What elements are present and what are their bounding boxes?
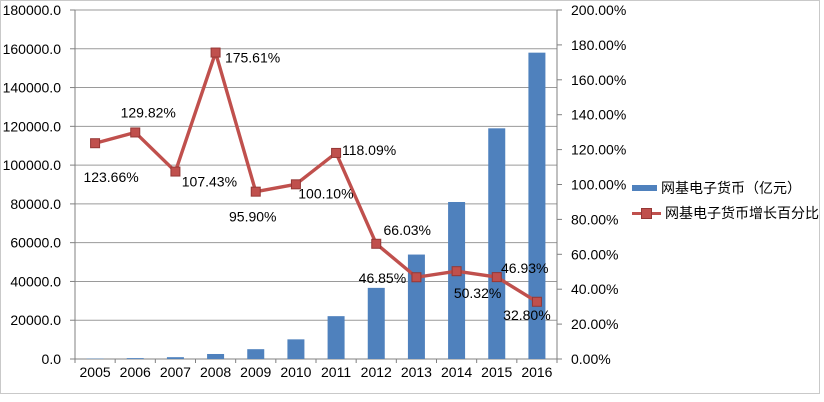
- legend-item-line-series: 网基电子货币增长百分比: [632, 202, 819, 224]
- bar-series-swatch-icon: [632, 185, 657, 191]
- line-marker: [210, 47, 221, 58]
- legend-label-line-series: 网基电子货币增长百分比: [665, 205, 819, 221]
- x-axis-category-label: 2013: [401, 364, 432, 380]
- y-axis-right-tick-label: 140.00%: [571, 107, 626, 123]
- y-axis-left-tick-label: 80000.0: [10, 196, 61, 212]
- line-marker: [491, 272, 502, 283]
- data-label: 46.85%: [359, 270, 406, 286]
- line-swatch-marker: [641, 207, 652, 219]
- line-marker: [451, 266, 462, 277]
- line-series: [94, 50, 538, 304]
- y-axis-left-tick-label: 40000.0: [10, 273, 61, 289]
- bar: [327, 316, 345, 359]
- y-axis-left-tick-label: 160000.0: [3, 41, 62, 57]
- y-axis-right-tick-label: 120.00%: [571, 142, 626, 158]
- data-label: 32.80%: [503, 307, 550, 323]
- bar: [367, 287, 385, 359]
- x-axis-category-label: 2007: [160, 364, 191, 380]
- line-marker: [371, 238, 382, 249]
- y-axis-left-tick-label: 20000.0: [10, 312, 61, 328]
- y-axis-left-tick-label: 0.0: [42, 351, 62, 367]
- line-marker-swatch-icon: [632, 207, 661, 219]
- line-marker: [411, 272, 422, 283]
- bar: [488, 128, 506, 359]
- x-axis-category-label: 2012: [361, 364, 392, 380]
- line-marker: [250, 186, 261, 197]
- y-axis-right-tick-label: 40.00%: [571, 281, 618, 297]
- data-label: 50.32%: [454, 285, 501, 301]
- y-axis-right-tick-label: 0.00%: [571, 351, 611, 367]
- y-axis-right-tick-label: 60.00%: [571, 246, 618, 262]
- data-label: 175.61%: [225, 50, 280, 66]
- data-label: 66.03%: [384, 222, 431, 238]
- bar: [448, 201, 466, 359]
- bar: [528, 52, 546, 360]
- y-axis-right-tick-label: 20.00%: [571, 316, 618, 332]
- y-axis-left-tick-label: 140000.0: [3, 80, 62, 96]
- chart-legend: 网基电子货币（亿元） 网基电子货币增长百分比: [632, 177, 819, 224]
- x-axis-category-label: 2011: [321, 364, 351, 380]
- x-axis-category-label: 2010: [280, 364, 311, 380]
- line-marker: [170, 166, 181, 177]
- y-axis-left-tick-label: 60000.0: [10, 235, 61, 251]
- data-label: 123.66%: [83, 169, 138, 185]
- y-axis-right-tick-label: 180.00%: [571, 37, 626, 53]
- x-axis-category-label: 2008: [200, 364, 231, 380]
- line-marker: [130, 127, 141, 138]
- x-axis-category-label: 2015: [481, 364, 512, 380]
- x-axis-category-label: 2014: [441, 364, 472, 380]
- y-axis-left-tick-label: 100000.0: [3, 157, 62, 173]
- bar: [126, 358, 144, 359]
- x-axis-category-label: 2006: [120, 364, 151, 380]
- bar: [247, 349, 265, 359]
- x-axis-category-label: 2016: [521, 364, 552, 380]
- x-axis-category-label: 2009: [240, 364, 271, 380]
- y-axis-right-tick-label: 100.00%: [571, 177, 626, 193]
- bar: [287, 339, 305, 359]
- y-axis-left-tick-label: 120000.0: [3, 118, 62, 134]
- data-label: 46.93%: [501, 260, 548, 276]
- bar: [207, 353, 225, 359]
- data-label: 100.10%: [298, 185, 353, 201]
- data-label: 107.43%: [182, 174, 237, 190]
- legend-item-bar-series: 网基电子货币（亿元）: [632, 177, 819, 199]
- line-marker: [90, 138, 101, 149]
- line-marker: [331, 147, 342, 158]
- y-axis-left-tick-label: 180000.0: [3, 2, 62, 18]
- data-label: 118.09%: [342, 142, 396, 158]
- line-marker: [531, 296, 542, 307]
- y-axis-right-tick-label: 160.00%: [571, 72, 626, 88]
- x-axis-category-label: 2005: [80, 364, 111, 380]
- data-label: 95.90%: [229, 209, 276, 225]
- line-marker: [290, 179, 301, 190]
- legend-label-bar-series: 网基电子货币（亿元）: [661, 180, 801, 196]
- y-axis-right-tick-label: 200.00%: [571, 2, 626, 18]
- data-label: 129.82%: [121, 104, 176, 120]
- bar: [166, 357, 184, 359]
- y-axis-right-tick-label: 80.00%: [571, 211, 618, 227]
